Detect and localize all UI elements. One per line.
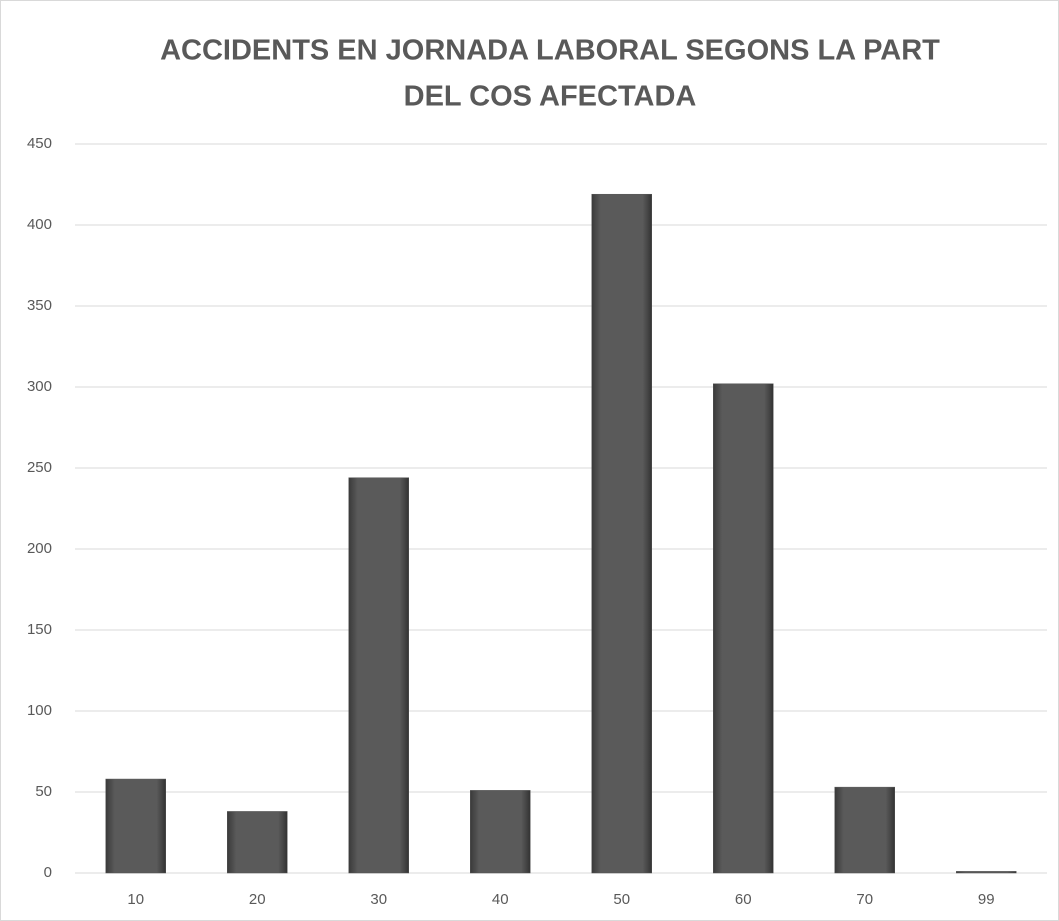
bar bbox=[470, 790, 531, 874]
x-tick-label: 20 bbox=[249, 891, 266, 908]
bar bbox=[956, 871, 1017, 874]
y-tick-label: 450 bbox=[27, 135, 52, 152]
bar bbox=[348, 477, 409, 874]
x-tick-label: 40 bbox=[492, 891, 509, 908]
y-tick-label: 100 bbox=[27, 702, 52, 719]
bar bbox=[834, 786, 895, 874]
x-tick-label: 30 bbox=[370, 891, 387, 908]
bar bbox=[591, 193, 652, 874]
y-tick-label: 0 bbox=[44, 864, 52, 881]
bar bbox=[227, 811, 288, 874]
bar bbox=[713, 383, 774, 874]
x-tick-label: 99 bbox=[978, 891, 995, 908]
x-tick-label: 10 bbox=[127, 891, 144, 908]
y-tick-label: 300 bbox=[27, 378, 52, 395]
y-tick-label: 200 bbox=[27, 540, 52, 557]
y-tick-label: 250 bbox=[27, 459, 52, 476]
y-tick-label: 50 bbox=[35, 783, 52, 800]
x-tick-label: 60 bbox=[735, 891, 752, 908]
bar bbox=[105, 778, 166, 874]
chart-title: ACCIDENTS EN JORNADA LABORAL SEGONS LA P… bbox=[160, 35, 940, 67]
x-tick-label: 50 bbox=[613, 891, 630, 908]
y-tick-label: 350 bbox=[27, 297, 52, 314]
y-tick-label: 150 bbox=[27, 621, 52, 638]
x-tick-label: 70 bbox=[856, 891, 873, 908]
y-tick-label: 400 bbox=[27, 216, 52, 233]
chart-title: DEL COS AFECTADA bbox=[404, 81, 697, 113]
